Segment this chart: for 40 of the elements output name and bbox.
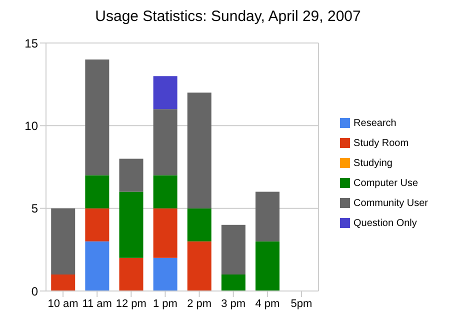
bar bbox=[85, 60, 110, 176]
legend-label: Studying bbox=[354, 158, 392, 168]
bar bbox=[221, 224, 246, 274]
bar bbox=[153, 258, 178, 291]
bar bbox=[256, 241, 280, 291]
legend-label: Study Room bbox=[354, 138, 409, 148]
bar bbox=[153, 76, 178, 110]
bar bbox=[119, 258, 144, 291]
bar bbox=[119, 158, 144, 192]
y-tick-label: 5 bbox=[31, 202, 38, 216]
chart-title: Usage Statistics: Sunday, April 29, 2007 bbox=[94, 8, 362, 27]
x-tick-label: 12 pm bbox=[116, 298, 146, 310]
x-tick-label: 11 am bbox=[82, 298, 112, 310]
bar bbox=[221, 274, 246, 291]
x-tick-label: 1 pm bbox=[153, 298, 178, 310]
bar bbox=[153, 208, 178, 258]
x-tick-label: 10 am bbox=[48, 298, 78, 310]
bar bbox=[85, 241, 110, 291]
bar bbox=[85, 175, 110, 208]
legend-label: Community User bbox=[354, 198, 428, 208]
x-tick-label: 4 pm bbox=[255, 298, 280, 310]
bar bbox=[187, 241, 212, 291]
bar bbox=[85, 208, 110, 242]
y-tick-label: 10 bbox=[24, 118, 38, 133]
legend-label: Computer Use bbox=[354, 178, 418, 188]
legend-label: Research bbox=[354, 118, 396, 128]
legend-label: Question Only bbox=[354, 218, 417, 228]
x-tick-label: 2 pm bbox=[187, 298, 212, 310]
bar bbox=[119, 192, 144, 258]
bar bbox=[51, 274, 76, 291]
bar bbox=[187, 92, 212, 208]
bar bbox=[256, 192, 280, 242]
bar bbox=[51, 208, 76, 274]
bar bbox=[153, 175, 178, 208]
y-tick-label: 15 bbox=[24, 36, 38, 50]
y-tick-label: 0 bbox=[31, 284, 38, 298]
bar bbox=[187, 208, 212, 242]
x-tick-label: 3 pm bbox=[221, 298, 246, 310]
x-tick-label: 5pm bbox=[290, 298, 312, 310]
bar bbox=[153, 109, 178, 176]
